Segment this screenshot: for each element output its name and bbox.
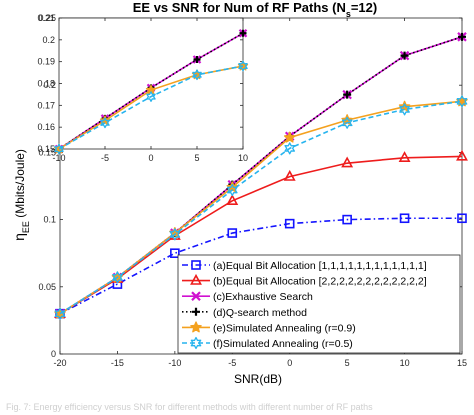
series-a-line — [59, 217, 462, 315]
legend-marker — [190, 336, 202, 350]
series-f-point — [456, 95, 468, 108]
series-f-point — [226, 183, 238, 197]
legend-label: (b)Equal Bit Allocation [2,2,2,2,2,2,2,2… — [213, 276, 427, 288]
series-d-point — [343, 90, 352, 99]
chart-title: EE vs SNR for Num of RF Paths (Ns=12) — [133, 0, 377, 19]
legend: (a)Equal Bit Allocation [1,1,1,1,1,1,1,1… — [177, 254, 461, 354]
series-f-point — [399, 103, 410, 116]
main-xtick-label: 10 — [400, 358, 410, 368]
inset-series-d-line — [58, 32, 244, 150]
inset-series-f-point — [238, 60, 248, 72]
series-f-point — [112, 271, 123, 284]
main-ytick-label: 0.2 — [43, 80, 56, 90]
legend-label: (e)Simulated Annealing (r=0.9) — [213, 322, 356, 334]
series-a-point — [342, 214, 352, 225]
main-xtick-label: -20 — [53, 358, 66, 368]
main-xtick-label: 5 — [345, 358, 350, 368]
legend-label: (a)Equal Bit Allocation [1,1,1,1,1,1,1,1… — [213, 260, 427, 272]
main-ytick-label: 0 — [51, 349, 56, 359]
legend-label: (f)Simulated Annealing (r=0.5) — [213, 338, 353, 350]
series-d-point — [400, 51, 409, 60]
inset-series-f-point — [100, 117, 110, 129]
figure-caption: Fig. 7: Energy efficiency versus SNR for… — [6, 402, 373, 412]
series-a-point — [457, 213, 467, 224]
inset-series-d-point — [193, 55, 201, 63]
series-f-point — [169, 228, 181, 241]
main-ytick-label: 0.05 — [38, 282, 56, 292]
inset-ytick-label: 0.18 — [37, 79, 55, 89]
series-b-point — [283, 169, 296, 181]
inset-ytick-label: 0.21 — [37, 13, 55, 23]
inset-xtick-label: 10 — [238, 153, 248, 163]
legend-marker — [190, 321, 202, 333]
series-b-point — [398, 151, 411, 162]
legend-entry: (d)Q-search method — [182, 307, 307, 319]
series-f-point — [54, 307, 66, 320]
inset-xtick-label: 0 — [148, 153, 153, 163]
series-f-line — [59, 100, 463, 315]
series-e-point — [283, 131, 296, 143]
series-a-point — [284, 218, 295, 229]
series-a-point — [170, 248, 180, 258]
inset-frame — [58, 17, 244, 150]
main-xtick-label: -10 — [168, 358, 181, 368]
legend-entry: (b)Equal Bit Allocation [2,2,2,2,2,2,2,2… — [182, 273, 427, 288]
legend-marker — [191, 260, 201, 270]
legend-marker — [191, 291, 201, 301]
inset-xtick-label: -10 — [52, 153, 65, 163]
series-b-line — [59, 155, 463, 315]
main-xtick-label: 15 — [457, 358, 467, 368]
legend-entry: (e)Simulated Annealing (r=0.9) — [182, 321, 356, 334]
main-ytick-label: 0.15 — [38, 147, 56, 157]
inset-ytick-label: 0.16 — [37, 122, 55, 132]
legend-box — [177, 254, 461, 354]
y-axis-label: ηEE (Mbits/Joule) — [11, 149, 31, 241]
inset-ytick-label: 0.2 — [42, 35, 55, 45]
legend-label: (c)Exhaustive Search — [213, 291, 313, 303]
series-e-point — [398, 100, 411, 112]
series-b-point — [341, 156, 354, 168]
inset-series-f-point — [54, 143, 64, 155]
legend-entry: (f)Simulated Annealing (r=0.5) — [182, 336, 353, 350]
inset-xtick-label: -5 — [101, 153, 109, 163]
main-ytick-label: 0.25 — [38, 13, 56, 23]
inset-ytick-label: 0.15 — [37, 144, 55, 154]
series-f-point — [284, 142, 296, 155]
x-axis-label: SNR(dB) — [234, 372, 282, 386]
main-series-group — [54, 32, 468, 320]
legend-entry: (c)Exhaustive Search — [182, 291, 313, 303]
main-ytick-label: 0.1 — [43, 215, 56, 225]
main-xtick-label: -5 — [228, 358, 236, 368]
series-b-point — [456, 149, 468, 161]
inset-series-f-point — [146, 91, 156, 102]
legend-label: (d)Q-search method — [213, 307, 307, 319]
series-b-point — [226, 194, 239, 205]
series-d-point — [458, 32, 466, 41]
main-xtick-label: -15 — [111, 358, 124, 368]
inset-series-d-point — [239, 29, 247, 37]
legend-marker — [190, 273, 202, 285]
main-xtick-label: 0 — [287, 358, 292, 368]
series-a-point — [227, 228, 238, 238]
series-f-point — [341, 116, 353, 129]
inset-series-f-line — [58, 65, 244, 150]
series-a-point — [399, 213, 410, 224]
inset-plot: -10 -5 0 5 10 0.15 0.16 0.17 0.18 0.19 0.2 0.21 — [37, 13, 249, 163]
inset-xtick-label: 5 — [194, 153, 199, 163]
inset-ytick-label: 0.19 — [37, 57, 55, 67]
legend-marker — [192, 307, 200, 316]
inset-series-f-point — [192, 69, 202, 81]
inset-ytick-label: 0.17 — [37, 100, 55, 110]
legend-entry: (a)Equal Bit Allocation [1,1,1,1,1,1,1,1… — [182, 260, 427, 272]
